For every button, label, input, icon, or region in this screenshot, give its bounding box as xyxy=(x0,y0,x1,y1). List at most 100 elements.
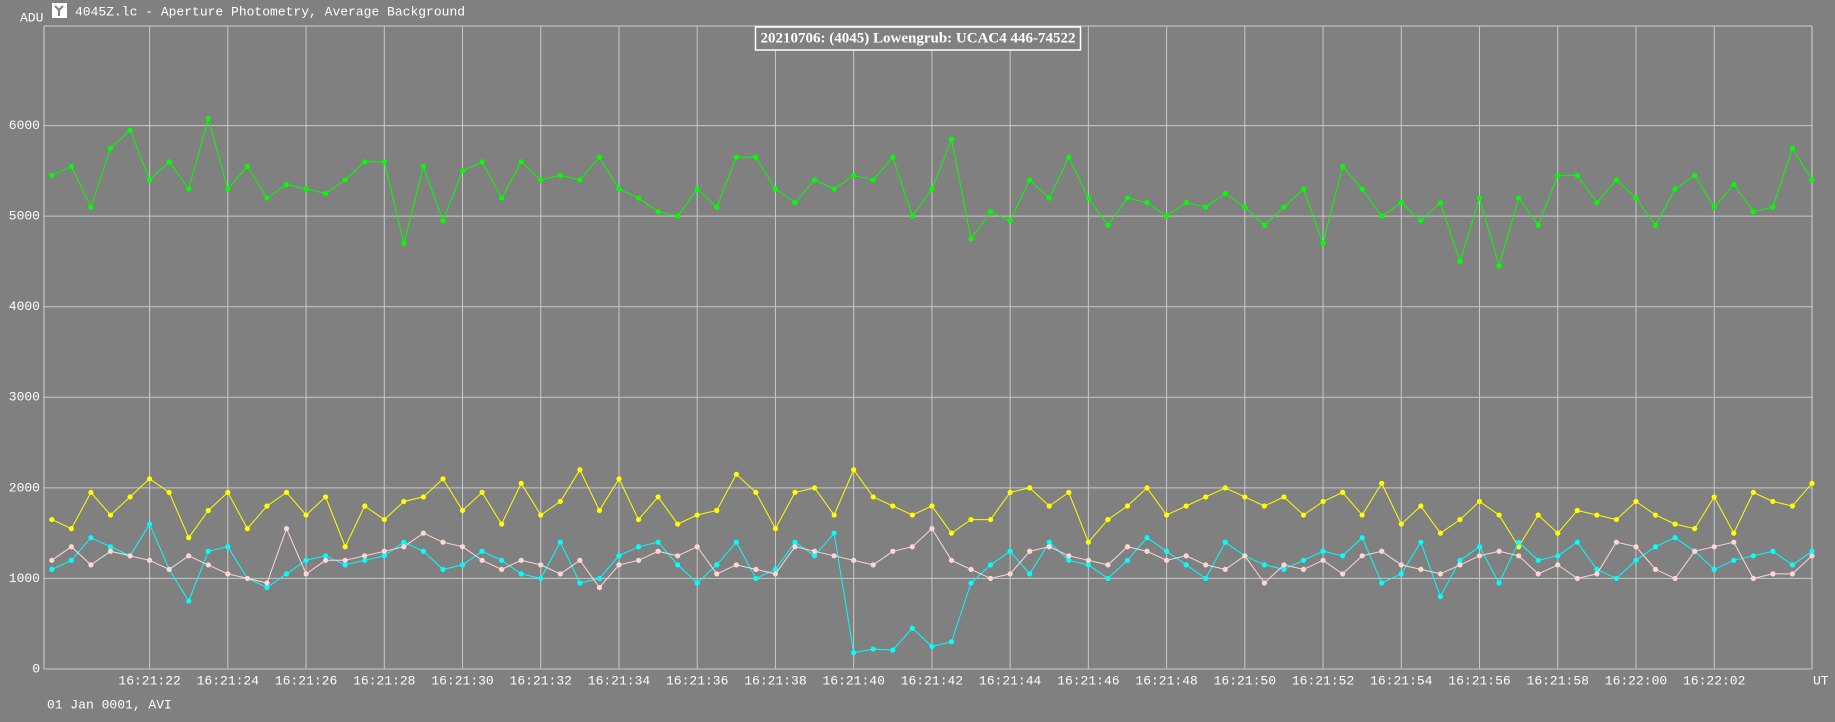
data-point xyxy=(107,512,114,518)
data-point xyxy=(88,489,94,496)
data-point xyxy=(499,557,505,563)
data-point xyxy=(107,145,114,151)
data-point xyxy=(714,507,720,514)
data-point xyxy=(1085,195,1091,201)
data-point xyxy=(909,625,915,631)
data-point xyxy=(166,489,172,496)
data-point xyxy=(948,530,955,536)
data-point xyxy=(1379,480,1385,486)
data-point xyxy=(831,553,837,559)
data-point xyxy=(1437,571,1444,577)
data-point xyxy=(401,498,407,505)
data-point xyxy=(1398,199,1404,206)
data-point xyxy=(166,566,172,572)
y-tick-label: 0 xyxy=(32,661,40,676)
data-point xyxy=(342,544,348,550)
chart-title: 20210706: (4045) Lowengrub: UCAC4 446-74… xyxy=(761,30,1076,46)
data-point xyxy=(107,548,114,554)
data-point xyxy=(166,159,172,165)
x-tick-label: 16:21:48 xyxy=(1135,673,1197,688)
data-point xyxy=(987,562,994,568)
data-point xyxy=(870,177,876,183)
data-point xyxy=(1183,562,1189,568)
data-point xyxy=(1711,494,1717,500)
data-point xyxy=(1633,544,1639,550)
title-box xyxy=(754,26,1082,51)
data-point xyxy=(1574,507,1580,514)
data-point xyxy=(1652,512,1659,518)
data-point xyxy=(1144,199,1150,206)
data-point xyxy=(1320,548,1326,554)
data-point xyxy=(1066,489,1072,496)
data-point xyxy=(283,526,290,532)
data-point xyxy=(1085,562,1091,568)
x-tick-label: 16:21:34 xyxy=(588,673,651,688)
data-point xyxy=(1066,557,1072,563)
data-point xyxy=(1300,557,1307,563)
data-point xyxy=(1340,489,1346,496)
data-point xyxy=(283,181,290,188)
data-point xyxy=(1300,186,1307,192)
x-tick-label: 16:21:44 xyxy=(979,673,1042,688)
data-point xyxy=(1594,571,1600,577)
data-point xyxy=(1692,526,1698,532)
data-point xyxy=(283,489,290,496)
data-point xyxy=(499,521,505,527)
data-point xyxy=(851,467,857,473)
data-point xyxy=(1457,562,1463,568)
data-point xyxy=(479,557,485,563)
data-point xyxy=(303,571,309,577)
data-point xyxy=(675,553,681,559)
data-point xyxy=(1222,539,1228,545)
data-point xyxy=(1066,553,1072,559)
data-point xyxy=(1809,480,1815,486)
y-tick-label: 3000 xyxy=(9,390,40,405)
data-point xyxy=(88,562,94,568)
data-point xyxy=(264,580,270,586)
data-point xyxy=(1750,209,1756,215)
data-point xyxy=(1359,553,1365,559)
data-point xyxy=(890,548,896,554)
data-point xyxy=(1418,218,1424,224)
data-point xyxy=(68,163,74,169)
data-point xyxy=(811,553,818,559)
data-point xyxy=(890,154,896,160)
data-point xyxy=(323,494,329,500)
data-point xyxy=(870,646,876,652)
data-point xyxy=(1672,535,1678,541)
data-point xyxy=(1418,539,1424,545)
data-point xyxy=(1711,544,1717,550)
data-point xyxy=(1672,575,1678,582)
data-point xyxy=(1652,222,1659,228)
x-tick-label: 16:21:36 xyxy=(666,673,728,688)
data-point xyxy=(909,213,915,219)
data-point xyxy=(538,512,544,518)
data-point xyxy=(1203,562,1209,568)
x-tick-label: 16:21:22 xyxy=(118,673,180,688)
data-point xyxy=(557,172,563,179)
data-point xyxy=(1340,553,1346,559)
data-point xyxy=(1027,485,1033,491)
y-tick-label: 4000 xyxy=(9,299,40,314)
data-point xyxy=(459,562,466,568)
data-point xyxy=(459,168,466,174)
data-point xyxy=(1613,516,1620,523)
data-point xyxy=(49,516,55,523)
x-tick-label: 16:21:42 xyxy=(901,673,963,688)
data-point xyxy=(792,489,798,496)
data-point xyxy=(1809,177,1815,183)
data-point xyxy=(1770,498,1776,505)
data-point xyxy=(420,163,427,169)
data-point xyxy=(362,557,368,563)
data-point xyxy=(655,539,661,545)
data-point xyxy=(596,584,603,591)
data-point xyxy=(987,209,994,215)
series xyxy=(49,467,1815,550)
data-point xyxy=(1027,571,1033,577)
y-tick-label: 1000 xyxy=(9,571,40,586)
data-point xyxy=(1281,494,1287,500)
x-tick-label: 16:21:28 xyxy=(353,673,415,688)
data-point xyxy=(831,186,837,192)
data-point xyxy=(205,507,211,514)
data-point xyxy=(1398,571,1404,577)
